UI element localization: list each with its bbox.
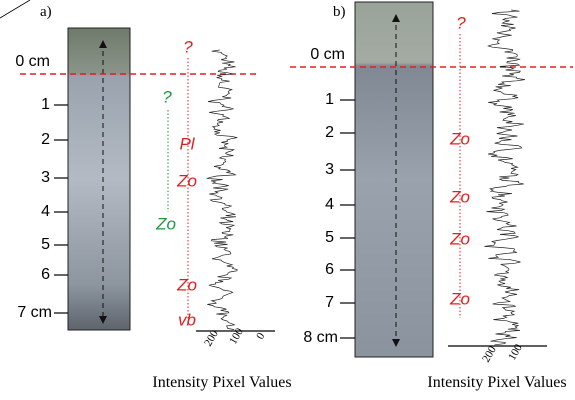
depth-label: 7	[325, 294, 334, 311]
annotation: Zo	[176, 171, 197, 190]
depth-label: 4	[41, 203, 50, 220]
annotation: Zo	[155, 214, 176, 233]
depth-label: 1	[41, 96, 50, 113]
depth-label: 6	[325, 261, 334, 278]
depth-label: 5	[41, 236, 50, 253]
intensity-tick: 0	[254, 330, 267, 341]
depth-ticks	[340, 99, 355, 339]
depth-label: 5	[325, 229, 334, 246]
core-photo	[67, 27, 131, 331]
intensity-tick: 200	[480, 344, 499, 365]
depth-label: 3	[325, 161, 334, 178]
depth-label: 2	[41, 131, 50, 148]
annotation: Zo	[449, 289, 470, 308]
depth-label: 2	[325, 124, 334, 141]
annotation: Zo	[449, 129, 470, 148]
annotation: vb	[178, 310, 196, 329]
annotation: ?	[183, 37, 193, 56]
intensity-trace	[484, 9, 525, 346]
depth-label: 4	[325, 196, 334, 213]
panel-label: b)	[333, 4, 346, 20]
axis-label: Intensity Pixel Values	[427, 374, 566, 391]
corner-line	[0, 0, 31, 19]
depth-label: 0 cm	[310, 46, 345, 63]
depth-label: 0 cm	[15, 53, 50, 70]
depth-label: 1	[325, 91, 334, 108]
annotation: ?	[162, 87, 172, 106]
annotation: Pl	[179, 134, 195, 153]
intensity-trace	[206, 49, 238, 330]
depth-label: 3	[41, 169, 50, 186]
annotation: Zo	[176, 275, 197, 294]
intensity-tick: 100	[506, 342, 525, 363]
depth-label: 8 cm	[303, 329, 338, 346]
annotation: ?	[456, 13, 466, 32]
annotation: Zo	[449, 229, 470, 248]
axis-label: Intensity Pixel Values	[152, 374, 291, 391]
annotation: Zo	[449, 187, 470, 206]
depth-ticks	[54, 104, 68, 314]
core-photo	[354, 1, 434, 358]
panel-label: a)	[40, 4, 52, 20]
depth-label: 6	[41, 266, 50, 283]
depth-label: 7 cm	[17, 304, 52, 321]
